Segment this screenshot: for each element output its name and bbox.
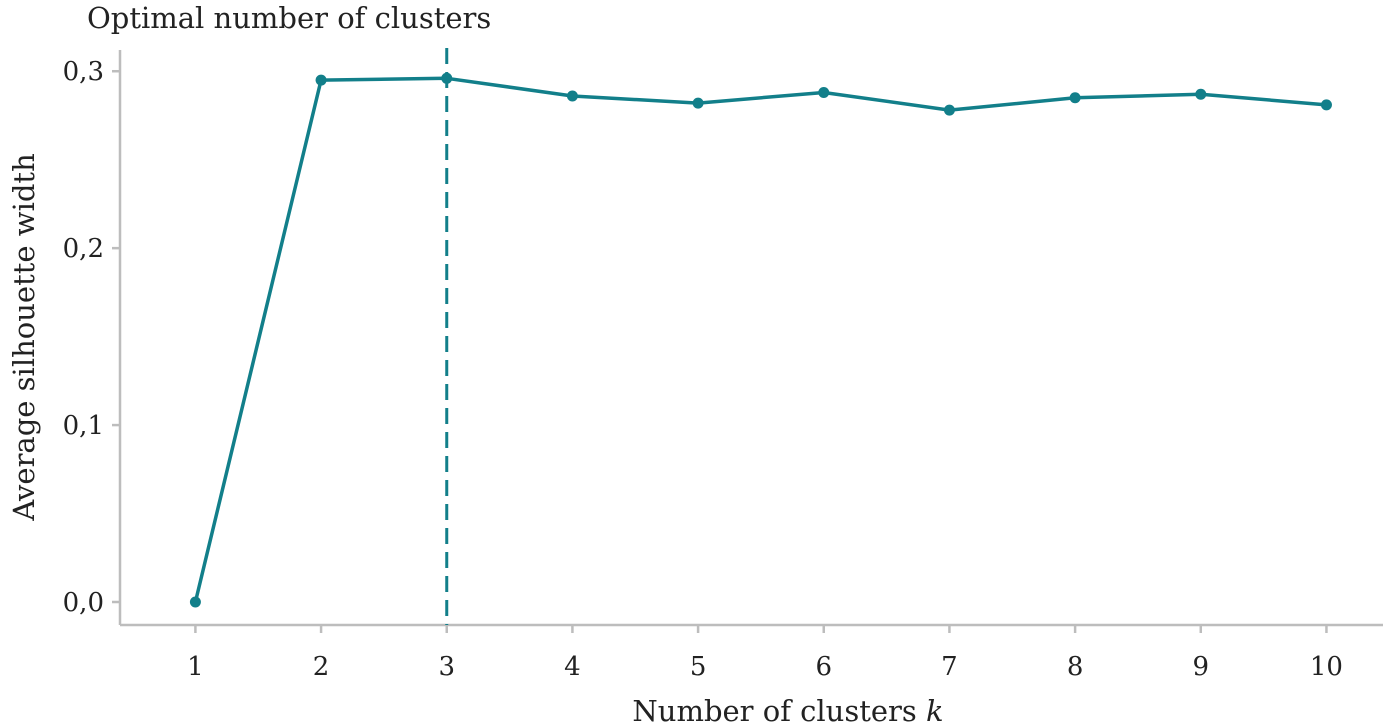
y-tick-label: 0,2 <box>63 234 104 264</box>
series-line <box>193 76 1327 603</box>
x-tick-label: 4 <box>564 652 581 682</box>
x-tick-label: 9 <box>1193 652 1210 682</box>
data-point <box>818 86 830 98</box>
x-tick-label: 8 <box>1067 652 1084 682</box>
x-axis-variable: k <box>926 694 944 725</box>
x-tick-label: 3 <box>438 652 455 682</box>
y-tick-label: 0,3 <box>63 57 104 87</box>
x-tick-label: 1 <box>187 652 204 682</box>
data-point <box>1320 99 1332 111</box>
data-point <box>1195 88 1207 100</box>
y-tick-label: 0,1 <box>63 411 104 441</box>
x-tick-label: 5 <box>690 652 707 682</box>
y-axis-ticks: 0,0 0,1 0,2 0,3 <box>63 57 120 618</box>
data-point <box>189 596 201 608</box>
data-point <box>315 74 327 86</box>
data-point <box>692 97 704 109</box>
x-tick-label: 10 <box>1310 652 1343 682</box>
x-tick-label: 6 <box>815 652 832 682</box>
x-axis-title: Number of clusters k <box>632 694 943 725</box>
data-point <box>566 90 578 102</box>
chart-title: Optimal number of clusters <box>87 1 491 35</box>
x-tick-label: 2 <box>313 652 330 682</box>
x-axis-ticks: 1 2 3 4 5 6 7 8 9 10 <box>187 625 1343 682</box>
y-axis-label: Average silhouette width <box>7 153 41 522</box>
data-point <box>943 104 955 116</box>
data-point <box>1069 92 1081 104</box>
data-points <box>189 72 1332 608</box>
x-tick-label: 7 <box>941 652 958 682</box>
data-point <box>441 72 453 84</box>
y-tick-label: 0,0 <box>63 588 104 618</box>
x-axis-label: Number of clusters <box>632 694 916 725</box>
